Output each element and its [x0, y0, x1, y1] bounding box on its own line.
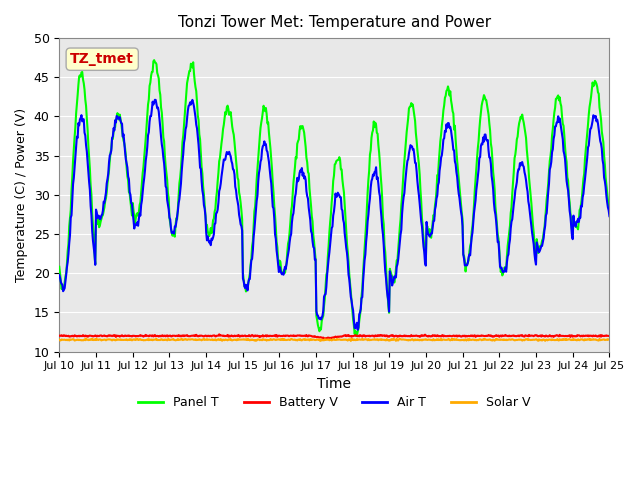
Legend: Panel T, Battery V, Air T, Solar V: Panel T, Battery V, Air T, Solar V	[133, 391, 536, 414]
X-axis label: Time: Time	[317, 377, 351, 391]
Text: TZ_tmet: TZ_tmet	[70, 52, 134, 66]
Y-axis label: Temperature (C) / Power (V): Temperature (C) / Power (V)	[15, 108, 28, 282]
Title: Tonzi Tower Met: Temperature and Power: Tonzi Tower Met: Temperature and Power	[178, 15, 491, 30]
